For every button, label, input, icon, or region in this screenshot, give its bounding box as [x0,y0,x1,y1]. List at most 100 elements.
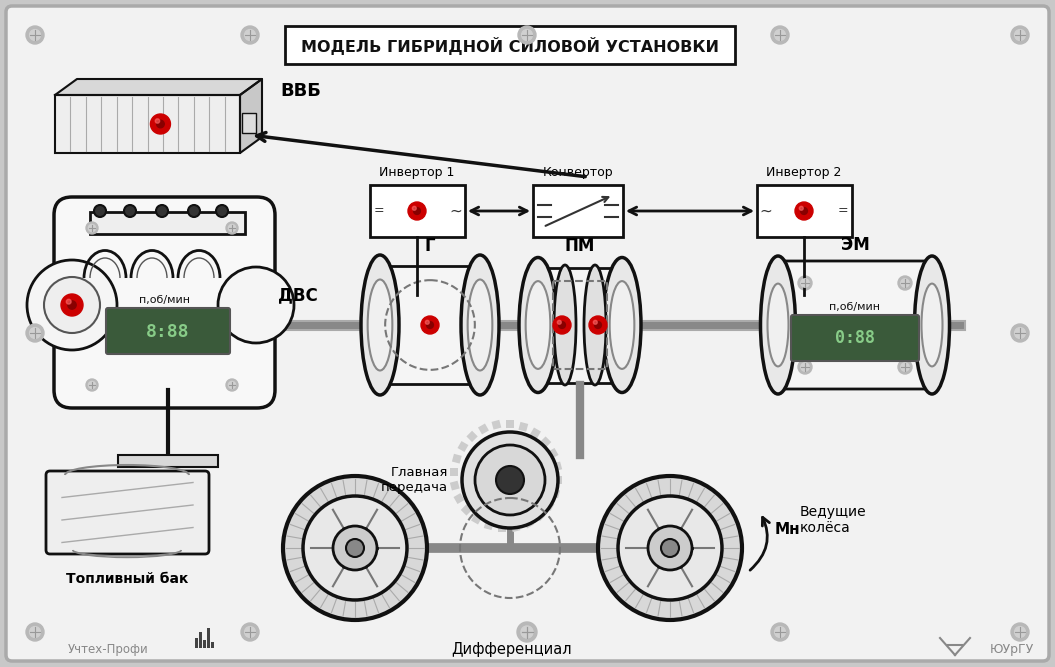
Bar [211,642,214,648]
Circle shape [598,476,742,620]
Circle shape [346,539,364,557]
Circle shape [228,382,235,389]
Bar [492,420,501,430]
Circle shape [661,539,679,557]
Circle shape [156,205,168,217]
Circle shape [425,320,429,324]
Circle shape [156,120,165,128]
Circle shape [44,277,100,333]
Bar [207,628,210,648]
Text: Инвертор 1: Инвертор 1 [380,166,455,179]
Circle shape [303,496,407,600]
Polygon shape [55,79,262,95]
Circle shape [462,432,558,528]
Text: Главная
передача: Главная передача [381,466,448,494]
Bar [118,455,218,467]
Circle shape [66,299,71,304]
Circle shape [800,206,803,210]
Circle shape [553,316,571,334]
Text: ДВС: ДВС [279,286,318,304]
Bar [199,632,202,648]
Bar [203,640,206,648]
Circle shape [68,301,76,309]
Circle shape [595,321,601,328]
Circle shape [226,379,238,391]
Bar [553,462,562,472]
Bar [498,524,506,532]
Circle shape [521,29,533,41]
Bar [518,422,529,432]
Bar [370,185,465,237]
Circle shape [26,623,44,641]
Text: 0:88: 0:88 [835,329,875,347]
Circle shape [774,626,785,638]
Bar [458,441,468,452]
Circle shape [518,26,536,44]
Circle shape [521,626,533,638]
Circle shape [218,267,294,343]
Circle shape [30,327,40,338]
Polygon shape [239,79,262,153]
Text: МОДЕЛЬ ГИБРИДНОЙ СИЛОВОЙ УСТАНОВКИ: МОДЕЛЬ ГИБРИДНОЙ СИЛОВОЙ УСТАНОВКИ [301,37,720,55]
FancyBboxPatch shape [106,308,230,354]
Circle shape [87,222,98,234]
FancyBboxPatch shape [46,471,209,554]
Ellipse shape [525,281,551,369]
Circle shape [898,360,912,374]
Circle shape [648,526,692,570]
Bar [195,638,198,648]
Circle shape [155,119,159,123]
Text: ~: ~ [449,203,462,219]
Ellipse shape [767,283,788,366]
Circle shape [517,622,537,642]
Circle shape [475,445,545,515]
Circle shape [618,496,722,600]
Circle shape [801,279,809,287]
Bar [533,185,624,237]
Ellipse shape [461,255,499,395]
Bar [454,493,464,504]
Circle shape [245,29,255,41]
Text: =: = [838,205,848,217]
Bar [553,281,608,369]
Ellipse shape [603,257,641,392]
Circle shape [333,526,377,570]
FancyBboxPatch shape [791,315,919,361]
FancyBboxPatch shape [6,6,1049,661]
Circle shape [228,224,235,231]
Bar [551,488,560,498]
Bar [534,510,545,521]
Circle shape [771,26,789,44]
Ellipse shape [361,255,399,395]
Circle shape [241,623,258,641]
Circle shape [226,222,238,234]
Circle shape [557,320,561,324]
Circle shape [1015,29,1025,41]
Bar [530,428,541,438]
Text: п,об/мин: п,об/мин [829,302,881,312]
Bar [778,266,933,384]
Bar [450,468,458,476]
Circle shape [124,205,136,217]
Bar [511,522,520,532]
Bar [548,448,558,459]
Bar [472,514,482,524]
Bar [285,26,735,64]
Text: Конвертор: Конвертор [542,166,613,179]
Ellipse shape [554,265,576,385]
Bar [554,476,562,484]
Ellipse shape [921,283,942,366]
Text: Г: Г [425,237,436,255]
Circle shape [413,206,417,210]
Circle shape [801,363,809,372]
Bar [242,113,256,133]
Text: Учтех-Профи: Учтех-Профи [68,644,149,656]
Circle shape [518,623,536,641]
FancyBboxPatch shape [773,261,938,389]
Circle shape [94,205,106,217]
Text: п,об/мин: п,об/мин [139,295,191,305]
Circle shape [283,476,427,620]
Circle shape [901,279,909,287]
Circle shape [901,363,909,372]
Circle shape [426,321,434,328]
